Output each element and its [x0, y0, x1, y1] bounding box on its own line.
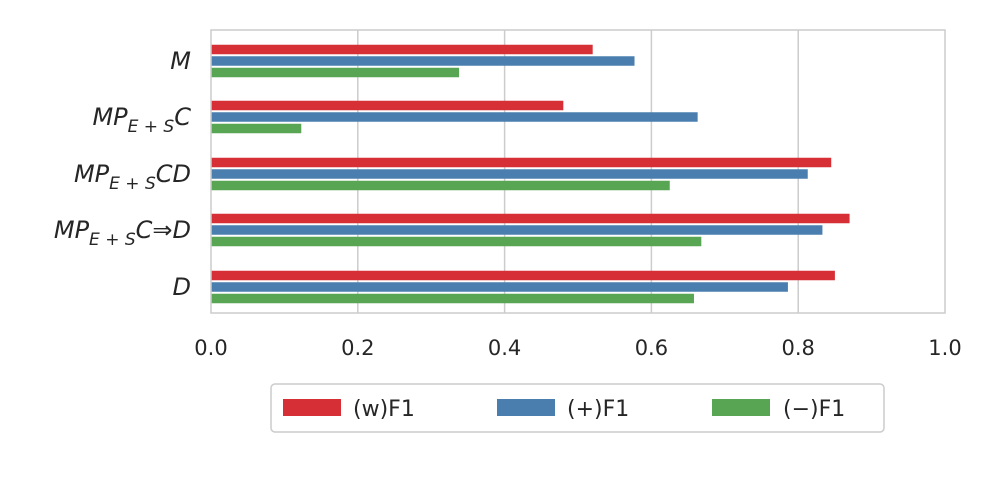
x-axis-tick-labels: 0.0 0.2 0.4 0.6 0.8 1.0 — [194, 336, 961, 360]
legend-swatch-1 — [283, 399, 341, 416]
x-tick-label: 0.8 — [781, 336, 814, 360]
category-label: MPE + SC — [92, 103, 191, 137]
bars — [211, 44, 850, 304]
bar-5-series-2 — [211, 282, 788, 292]
category-labels: M MPE + SC MPE + SCD MPE + SC⇒D D — [54, 47, 191, 301]
x-tick-label: 1.0 — [928, 336, 961, 360]
bar-3-series-2 — [211, 169, 808, 179]
bar-4-series-1 — [211, 213, 850, 224]
legend-swatch-3 — [712, 399, 770, 416]
x-tick-label: 0.0 — [194, 336, 227, 360]
bar-1-series-1 — [211, 44, 593, 55]
legend: (w)F1 (+)F1 (−)F1 — [270, 383, 885, 433]
bar-4-series-2 — [211, 225, 823, 235]
category-label: MPE + SCD — [74, 160, 191, 194]
category-label: MPE + SC⇒D — [54, 216, 191, 250]
bar-5-series-3 — [211, 293, 694, 304]
bar-4-series-3 — [211, 236, 702, 247]
bar-1-series-3 — [211, 67, 460, 78]
bar-2-series-2 — [211, 112, 698, 122]
bar-3-series-1 — [211, 157, 832, 168]
bar-2-series-3 — [211, 123, 302, 134]
x-tick-label: 0.4 — [488, 336, 521, 360]
legend-box — [270, 383, 885, 433]
legend-label-3: (−)F1 — [783, 397, 845, 422]
legend-label-2: (+)F1 — [567, 397, 629, 422]
category-label: M — [170, 47, 191, 75]
x-tick-label: 0.2 — [341, 336, 374, 360]
category-label: D — [173, 273, 191, 301]
plot-area-border — [210, 29, 946, 314]
bar-3-series-3 — [211, 180, 670, 191]
bar-2-series-1 — [211, 100, 564, 111]
legend-swatch-2 — [497, 399, 555, 416]
x-tick-label: 0.6 — [635, 336, 668, 360]
legend-label-1: (w)F1 — [353, 397, 415, 422]
bar-5-series-1 — [211, 270, 835, 281]
bar-1-series-2 — [211, 56, 635, 66]
